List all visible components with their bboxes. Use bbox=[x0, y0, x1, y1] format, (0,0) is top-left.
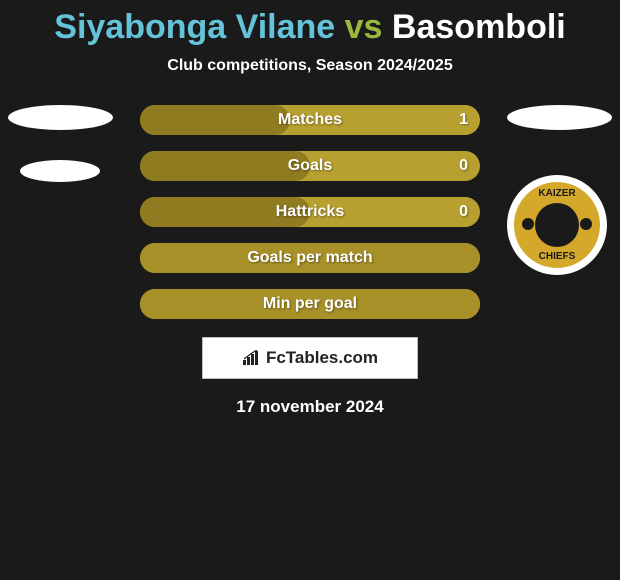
right-badge-column: KAIZER CHIEFS bbox=[507, 105, 612, 275]
club-badge-center bbox=[535, 203, 579, 247]
stat-value-right: 0 bbox=[459, 151, 468, 181]
vs-label: vs bbox=[345, 8, 383, 46]
source-logo: FcTables.com bbox=[202, 337, 418, 379]
subtitle: Club competitions, Season 2024/2025 bbox=[167, 57, 452, 75]
stat-label: Matches bbox=[140, 105, 480, 135]
chart-icon bbox=[242, 350, 262, 366]
player1-name: Siyabonga Vilane bbox=[54, 8, 335, 46]
stat-row: Goals0 bbox=[140, 151, 480, 181]
stat-label: Min per goal bbox=[140, 289, 480, 319]
club-badge-inner: KAIZER CHIEFS bbox=[514, 182, 600, 268]
stat-row: Goals per match bbox=[140, 243, 480, 273]
stats-area: KAIZER CHIEFS Matches1Goals0Hattricks0Go… bbox=[0, 105, 620, 319]
club-name-top: KAIZER bbox=[514, 188, 600, 199]
placeholder-ellipse bbox=[20, 160, 100, 182]
stat-label: Hattricks bbox=[140, 197, 480, 227]
ball-icon bbox=[580, 218, 592, 230]
stat-row: Hattricks0 bbox=[140, 197, 480, 227]
player2-name: Basomboli bbox=[392, 8, 566, 46]
placeholder-ellipse bbox=[8, 105, 113, 130]
page-title: Siyabonga Vilane vs Basomboli bbox=[54, 8, 565, 47]
stat-row: Min per goal bbox=[140, 289, 480, 319]
stat-value-right: 1 bbox=[459, 105, 468, 135]
stat-label: Goals bbox=[140, 151, 480, 181]
stat-value-right: 0 bbox=[459, 197, 468, 227]
ball-icon bbox=[522, 218, 534, 230]
date-label: 17 november 2024 bbox=[236, 397, 383, 417]
comparison-card: Siyabonga Vilane vs Basomboli Club compe… bbox=[0, 0, 620, 580]
stat-bars: Matches1Goals0Hattricks0Goals per matchM… bbox=[140, 105, 480, 319]
stat-row: Matches1 bbox=[140, 105, 480, 135]
placeholder-ellipse bbox=[507, 105, 612, 130]
club-name-bottom: CHIEFS bbox=[514, 251, 600, 262]
stat-label: Goals per match bbox=[140, 243, 480, 273]
source-logo-text: FcTables.com bbox=[266, 348, 378, 368]
left-badge-column bbox=[8, 105, 113, 182]
club-badge: KAIZER CHIEFS bbox=[507, 175, 607, 275]
